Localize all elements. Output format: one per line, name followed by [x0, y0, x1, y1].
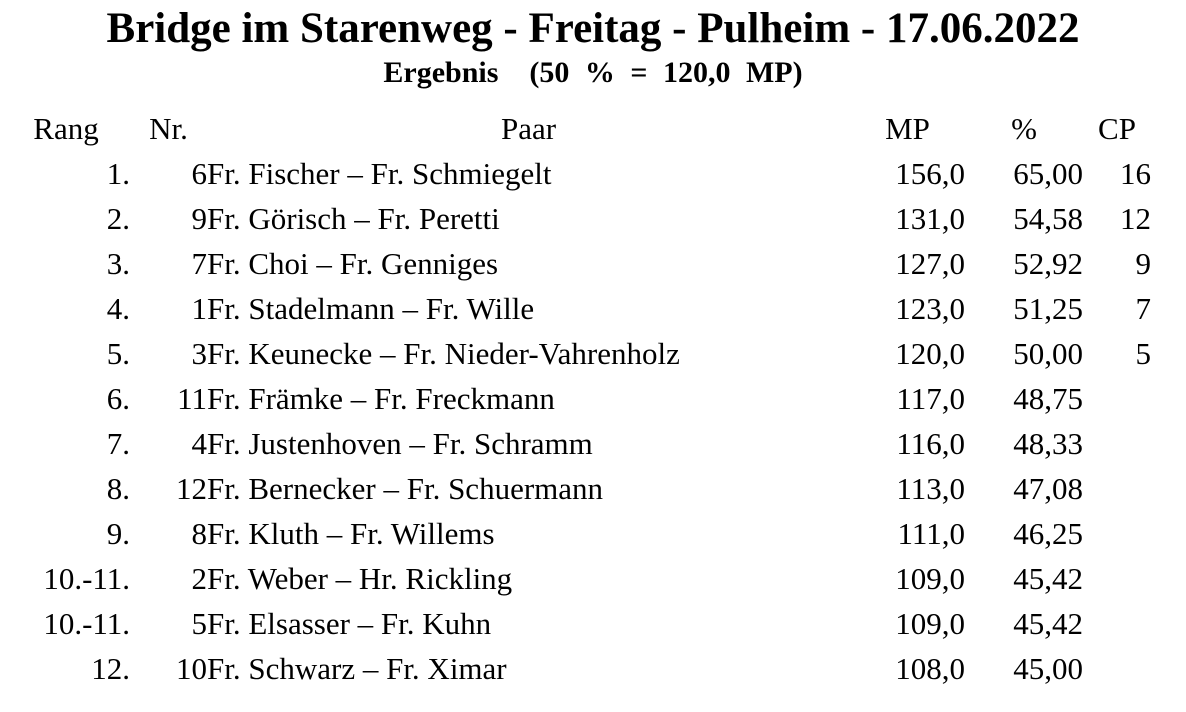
pair-names-cell: Fr. Keunecke – Fr. Nieder-Vahrenholz	[207, 335, 680, 371]
percent-cell: 52,92	[1013, 245, 1083, 281]
pair-number-cell: 8	[191, 515, 208, 551]
pair-number-cell: 7	[191, 245, 208, 281]
cp-cell	[1083, 421, 1151, 466]
cp-cell	[1083, 511, 1151, 556]
pair-number-cell: 6	[191, 155, 208, 191]
table-row: 10.-11. 5 Fr. Elsasser – Fr. Kuhn 109,0 45,4…	[2, 601, 1151, 646]
rank-cell: 10.-11.	[43, 560, 130, 596]
cp-cell: 5	[1135, 335, 1152, 371]
column-header-percent: %	[1011, 110, 1037, 146]
pair-names-cell: Fr. Främke – Fr. Freckmann	[207, 380, 555, 416]
pair-number-cell: 9	[191, 200, 208, 236]
pair-names-cell: Fr. Fischer – Fr. Schmiegelt	[207, 155, 552, 191]
mp-cell: 111,0	[897, 515, 965, 551]
table-row: 10.-11. 2 Fr. Weber – Hr. Rickling 109,0 45,…	[2, 556, 1151, 601]
table-row: 2. 9 Fr. Görisch – Fr. Peretti 131,0 54,58 12	[2, 196, 1151, 241]
percent-cell: 47,08	[1013, 470, 1083, 506]
pair-number-cell: 11	[177, 380, 207, 416]
percent-cell: 54,58	[1013, 200, 1083, 236]
percent-cell: 51,25	[1013, 290, 1083, 326]
pair-number-cell: 3	[191, 335, 208, 371]
table-row: 12. 10 Fr. Schwarz – Fr. Ximar 108,0 45,00	[2, 646, 1151, 691]
column-header-nr: Nr.	[149, 110, 188, 146]
table-row: 8. 12 Fr. Bernecker – Fr. Schuermann 113,0 4…	[2, 466, 1151, 511]
percent-cell: 65,00	[1013, 155, 1083, 191]
rank-cell: 12.	[91, 650, 130, 686]
pair-number-cell: 4	[191, 425, 208, 461]
mp-cell: 127,0	[895, 245, 965, 281]
results-table: Rang Nr. Paar MP % CP 1. 6 Fr. Fischer – F…	[2, 106, 1151, 691]
cp-cell	[1083, 646, 1151, 691]
mp-cell: 109,0	[895, 605, 965, 641]
pair-names-cell: Fr. Kluth – Fr. Willems	[207, 515, 495, 551]
pair-names-cell: Fr. Elsasser – Fr. Kuhn	[207, 605, 492, 641]
cp-cell: 16	[1120, 155, 1151, 191]
rank-cell: 6.	[106, 380, 130, 416]
rank-cell: 8.	[106, 470, 130, 506]
pair-names-cell: Fr. Görisch – Fr. Peretti	[207, 200, 500, 236]
column-header-cp: CP	[1098, 110, 1136, 146]
rank-cell: 4.	[106, 290, 130, 326]
pair-names-cell: Fr. Schwarz – Fr. Ximar	[207, 650, 507, 686]
mp-cell: 116,0	[896, 425, 965, 461]
mp-cell: 113,0	[896, 470, 965, 506]
mp-cell: 131,0	[895, 200, 965, 236]
rank-cell: 3.	[106, 245, 130, 281]
pair-number-cell: 2	[191, 560, 208, 596]
mp-cell: 117,0	[896, 380, 965, 416]
pair-names-cell: Fr. Weber – Hr. Rickling	[207, 560, 513, 596]
table-row: 7. 4 Fr. Justenhoven – Fr. Schramm 116,0 48,…	[2, 421, 1151, 466]
percent-cell: 48,75	[1013, 380, 1083, 416]
page-subtitle: Ergebnis (50 % = 120,0 MP)	[383, 56, 803, 89]
pair-names-cell: Fr. Stadelmann – Fr. Wille	[207, 290, 535, 326]
table-row: 3. 7 Fr. Choi – Fr. Genniges 127,0 52,92 9	[2, 241, 1151, 286]
pair-number-cell: 1	[191, 290, 208, 326]
pair-number-cell: 5	[191, 605, 208, 641]
percent-cell: 50,00	[1013, 335, 1083, 371]
table-row: 5. 3 Fr. Keunecke – Fr. Nieder-Vahrenholz 1…	[2, 331, 1151, 376]
cp-cell: 12	[1120, 200, 1151, 236]
cp-cell	[1083, 556, 1151, 601]
pair-number-cell: 12	[176, 470, 207, 506]
cp-cell: 7	[1135, 290, 1152, 326]
mp-cell: 108,0	[895, 650, 965, 686]
cp-cell	[1083, 601, 1151, 646]
table-row: 1. 6 Fr. Fischer – Fr. Schmiegelt 156,0 65,0…	[2, 151, 1151, 196]
percent-cell: 45,00	[1013, 650, 1083, 686]
rank-cell: 5.	[106, 335, 130, 371]
column-header-rang: Rang	[33, 110, 99, 146]
table-row: 4. 1 Fr. Stadelmann – Fr. Wille 123,0 51,25 7	[2, 286, 1151, 331]
page-title: Bridge im Starenweg - Freitag - Pulheim …	[106, 5, 1080, 52]
rank-cell: 7.	[106, 425, 130, 461]
percent-cell: 45,42	[1013, 560, 1083, 596]
mp-cell: 109,0	[895, 560, 965, 596]
column-header-paar: Paar	[500, 110, 557, 146]
rank-cell: 10.-11.	[43, 605, 130, 641]
percent-cell: 45,42	[1013, 605, 1083, 641]
table-row: 9. 8 Fr. Kluth – Fr. Willems 111,0 46,25	[2, 511, 1151, 556]
column-header-mp: MP	[885, 110, 930, 146]
table-header-row: Rang Nr. Paar MP % CP	[2, 106, 1151, 151]
cp-cell: 9	[1135, 245, 1152, 281]
mp-cell: 120,0	[895, 335, 965, 371]
rank-cell: 1.	[106, 155, 130, 191]
percent-cell: 46,25	[1013, 515, 1083, 551]
results-table-body: 1. 6 Fr. Fischer – Fr. Schmiegelt 156,0 65,0…	[2, 151, 1151, 691]
rank-cell: 9.	[106, 515, 130, 551]
pair-names-cell: Fr. Justenhoven – Fr. Schramm	[207, 425, 593, 461]
mp-cell: 156,0	[895, 155, 965, 191]
cp-cell	[1083, 466, 1151, 511]
pair-names-cell: Fr. Bernecker – Fr. Schuermann	[207, 470, 604, 506]
pair-names-cell: Fr. Choi – Fr. Genniges	[207, 245, 499, 281]
pair-number-cell: 10	[176, 650, 207, 686]
cp-cell	[1083, 376, 1151, 421]
table-row: 6. 11 Fr. Främke – Fr. Freckmann 117,0 48,75	[2, 376, 1151, 421]
percent-cell: 48,33	[1013, 425, 1083, 461]
rank-cell: 2.	[106, 200, 130, 236]
mp-cell: 123,0	[895, 290, 965, 326]
